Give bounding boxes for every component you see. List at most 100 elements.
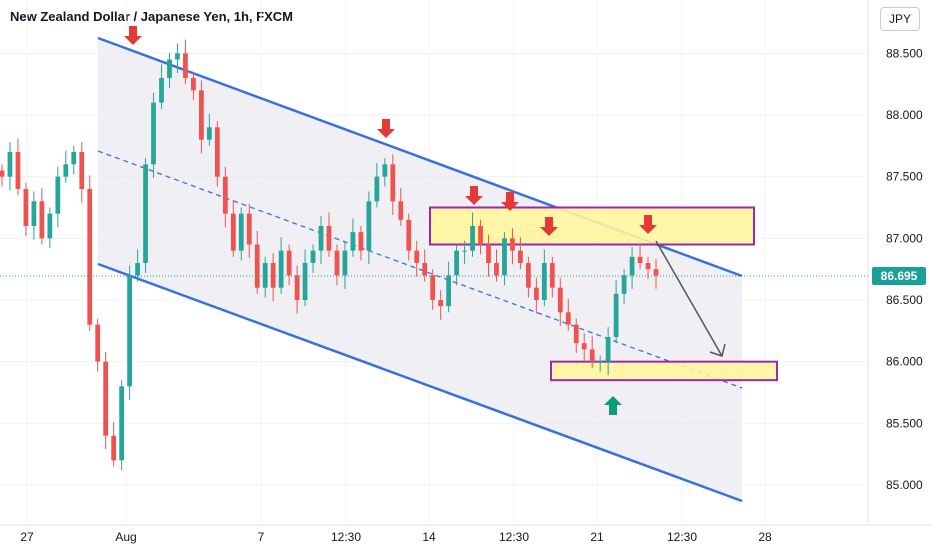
x-tick-label: 12:30	[331, 530, 361, 544]
candle-body	[7, 152, 13, 177]
candle-body	[366, 201, 372, 251]
candle-body	[422, 263, 428, 276]
candle-body	[127, 275, 133, 387]
y-tick-label: 86.500	[886, 293, 923, 307]
arrows	[124, 26, 657, 415]
x-axis: 27 Aug 7 12:30 14 12:30 21 12:30 28	[0, 524, 932, 544]
candle-body	[525, 263, 531, 288]
y-tick-label: 87.500	[886, 170, 923, 184]
candle-body	[214, 127, 220, 177]
candle-body	[478, 226, 483, 245]
candle-body	[358, 232, 364, 251]
candle-body	[191, 78, 196, 91]
chart-title: New Zealand Dollar / Japanese Yen, 1h, F…	[10, 9, 293, 24]
candle-body	[262, 263, 268, 288]
candle-body	[151, 102, 156, 165]
candle-body	[15, 152, 21, 189]
down-arrow-icon	[377, 119, 395, 138]
candle-body	[119, 386, 125, 461]
channel-mid-line	[97, 150, 743, 389]
candle-body	[653, 269, 659, 276]
x-tick-label: Aug	[115, 530, 136, 544]
candle-body	[278, 250, 284, 288]
candle-body	[246, 213, 252, 245]
channel-lower-line	[97, 262, 743, 503]
candle-body	[222, 176, 228, 214]
candle-body	[486, 244, 491, 263]
x-tick-label: 27	[20, 530, 34, 544]
candles	[0, 39, 659, 471]
candle-body	[183, 53, 188, 78]
candle-body	[565, 312, 571, 325]
candle-body	[39, 201, 45, 239]
candle-body	[454, 250, 460, 276]
candle-body	[167, 59, 172, 78]
candle-body	[302, 263, 308, 300]
candle-body	[23, 189, 29, 226]
candle-body	[462, 250, 467, 252]
candle-body	[533, 287, 539, 300]
candle-body	[605, 337, 611, 362]
candle-body	[198, 90, 204, 140]
candle-body	[438, 300, 444, 307]
down-arrow-icon	[540, 217, 558, 236]
candle-body	[230, 213, 236, 251]
candle-body	[446, 275, 452, 307]
candle-body	[143, 164, 148, 263]
candle-body	[270, 263, 276, 288]
candle-body	[159, 78, 164, 103]
candle-body	[342, 250, 348, 276]
candle-body	[494, 263, 499, 276]
projection-arrowhead	[709, 343, 726, 357]
x-tick-label: 7	[258, 530, 265, 544]
candle-body	[55, 176, 61, 214]
candle-body	[294, 275, 300, 300]
candle-body	[597, 361, 603, 363]
candle-body	[613, 293, 619, 337]
y-tick-label: 88.000	[886, 108, 923, 122]
candle-body	[310, 250, 316, 263]
candle-body	[254, 244, 260, 288]
currency-button[interactable]: JPY	[880, 7, 920, 31]
candle-body	[206, 127, 212, 140]
candle-body	[71, 152, 77, 165]
candle-body	[621, 275, 627, 294]
candle-body	[581, 343, 587, 350]
candle-body	[103, 361, 109, 436]
candle-body	[573, 324, 579, 344]
candle-body	[286, 250, 292, 276]
x-tick-label: 28	[758, 530, 772, 544]
y-tick-label: 87.000	[886, 231, 923, 245]
candle-body	[518, 250, 523, 263]
candle-body	[382, 164, 388, 177]
down-arrow-icon	[465, 186, 483, 205]
candle-body	[238, 213, 244, 251]
candle-body	[390, 164, 396, 202]
candle-body	[470, 226, 475, 251]
down-arrow-icon	[501, 192, 519, 211]
candle-body	[629, 256, 635, 276]
candle-body	[318, 226, 324, 251]
candle-body	[541, 263, 547, 300]
y-axis: 88.500 88.000 87.500 87.000 86.500 86.000 85.5…	[867, 0, 923, 525]
candle-body	[645, 263, 651, 270]
y-tick-label: 85.000	[886, 478, 923, 492]
candle-body	[374, 176, 380, 202]
x-tick-label: 14	[422, 530, 436, 544]
projection-line	[655, 240, 723, 357]
candle-body	[637, 256, 643, 263]
candle-body	[135, 263, 140, 276]
candle-body	[326, 226, 332, 251]
candle-body	[406, 219, 412, 251]
projection-arrow	[655, 240, 726, 357]
candle-body	[414, 250, 420, 263]
last-price-label: 86.695	[872, 266, 926, 285]
y-tick-label: 85.500	[886, 416, 923, 430]
candle-body	[589, 349, 595, 362]
candle-body	[502, 238, 507, 276]
candle-body	[79, 152, 85, 189]
candle-body	[510, 238, 515, 251]
down-arrow-icon	[639, 215, 657, 234]
candle-body	[430, 275, 436, 300]
